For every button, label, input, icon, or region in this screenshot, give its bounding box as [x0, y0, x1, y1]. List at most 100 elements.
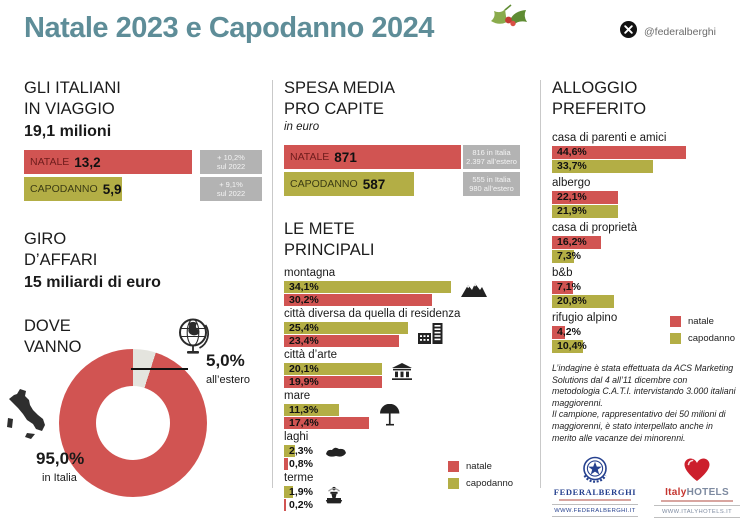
- section-heading-spending: SPESA MEDIA PRO CAPITE: [284, 79, 395, 118]
- natale-bar: [552, 191, 619, 204]
- category-label: rifugio alpino: [552, 312, 618, 324]
- chart-group: b&b 7,1% 20,8%: [552, 267, 740, 308]
- chart-legend: natale capodanno: [448, 461, 513, 495]
- capodanno-bar: [284, 363, 383, 375]
- where-they-go-section: DOVE VANNO 5,0% all’estero 95,0% in Ital…: [7, 316, 284, 516]
- natale-bar: [284, 376, 382, 388]
- natale-bar-row: 44,6%: [552, 146, 740, 159]
- capodanno-bar-row: 11,3%: [284, 404, 520, 416]
- capodanno-swatch: [670, 333, 681, 344]
- category-label: città diversa da quella di residenza: [284, 308, 461, 320]
- survey-note: L’indagine è stata effettuata da ACS Mar…: [552, 363, 736, 443]
- travelers-natale-row: NATALE 13,2 + 10,2% sul 2022: [24, 150, 262, 174]
- museum-icon: [392, 363, 413, 385]
- spending-natale-row: NATALE 871 816 in Italia 2.397 all’ester…: [284, 145, 520, 169]
- capodanno-bar-row: 10,4%: [552, 340, 740, 353]
- chart-group: mare 11,3% 17,4%: [284, 390, 520, 429]
- value-label: 21,9%: [557, 205, 587, 217]
- legend-natale: natale: [448, 461, 513, 472]
- destinations-grouped-bar-chart: montagna 34,1% 30,2% città diversa da quell…: [284, 267, 520, 511]
- value-label: 0,8%: [289, 458, 313, 470]
- capodanno-bar: [552, 340, 584, 353]
- capodanno-bar: [552, 250, 574, 263]
- legend-natale: natale: [670, 316, 735, 327]
- value-label: 23,4%: [289, 335, 319, 347]
- natale-bar-row: 16,2%: [552, 236, 740, 249]
- chart-group: laghi 2,3% 0,8%: [284, 431, 520, 470]
- abroad-callout-line: [131, 368, 188, 370]
- chart-group: città d’arte 20,1% 19,9%: [284, 349, 520, 388]
- chart-group: rifugio alpino 4,2% 10,4%: [552, 312, 740, 353]
- capodanno-bar-row: 7,3%: [552, 250, 740, 263]
- value-label: 33,7%: [557, 160, 587, 172]
- section-heading-destinations: LE METE PRINCIPALI: [284, 220, 375, 259]
- logos-row: FEDERALBERGHI WWW.FEDERALBERGHI.IT Italy…: [552, 455, 740, 519]
- legend-capodanno: capodanno: [670, 333, 735, 344]
- natale-bar-row: 4,2%: [552, 326, 740, 339]
- federalberghi-logo: FEDERALBERGHI WWW.FEDERALBERGHI.IT: [552, 455, 638, 518]
- chart-group: città diversa da quella di residenza 25,4…: [284, 308, 520, 347]
- capodanno-bar-row: 20,8%: [552, 295, 740, 308]
- natale-bar: [552, 326, 565, 339]
- natale-bar-row: 0,8%: [284, 458, 520, 470]
- section-heading-business: GIRO D’AFFARI: [24, 230, 98, 269]
- value-label: 20,1%: [289, 363, 319, 375]
- capodanno-bar: [284, 445, 296, 457]
- travelers-capodanno-row: CAPODANNO 5,9 + 9,1% sul 2022: [24, 177, 262, 201]
- chart-group: terme 1,9% 0,2%: [284, 472, 520, 511]
- value-label: 4,2%: [557, 326, 581, 338]
- value-label: 7,1%: [557, 281, 581, 293]
- section-heading-where: DOVE VANNO: [24, 317, 82, 356]
- natale-bar-row: 7,1%: [552, 281, 740, 294]
- chart-group: casa di parenti e amici 44,6% 33,7%: [552, 132, 740, 173]
- delta-badge: + 9,1% sul 2022: [200, 177, 262, 201]
- natale-bar-row: 23,4%: [284, 335, 520, 347]
- category-label: casa di proprietà: [552, 222, 638, 234]
- globe-icon: [174, 316, 213, 361]
- natale-swatch: [670, 316, 681, 327]
- natale-swatch: [448, 461, 459, 472]
- column-divider: [272, 80, 273, 488]
- chart-group: albergo 22,1% 21,9%: [552, 177, 740, 218]
- section-heading-lodging: ALLOGGIO PREFERITO: [552, 79, 647, 118]
- category-label: montagna: [284, 267, 336, 279]
- natale-bar-row: 0,2%: [284, 499, 520, 511]
- capodanno-bar: [284, 486, 294, 498]
- natale-bar: [284, 499, 286, 511]
- natale-bar: [552, 281, 574, 294]
- italy-percentage: 95,0%: [36, 449, 85, 468]
- capodanno-bar: [284, 281, 452, 293]
- natale-bar: NATALE 871: [284, 145, 461, 169]
- value-label: 44,6%: [557, 146, 587, 158]
- value-label: 17,4%: [289, 417, 319, 429]
- capodanno-bar-row: 2,3%: [284, 445, 520, 457]
- mountains-icon: [461, 281, 488, 302]
- value-label: 16,2%: [557, 236, 587, 248]
- natale-bar: [284, 417, 370, 429]
- abroad-label: all’estero: [206, 374, 251, 386]
- natale-bar: [284, 294, 432, 306]
- logo-tagline: [559, 499, 631, 502]
- capodanno-bar: [284, 322, 409, 334]
- natale-bar-row: 19,9%: [284, 376, 520, 388]
- travelers-total: 19,1 milioni: [24, 123, 112, 140]
- x-twitter-icon: [620, 21, 637, 43]
- capodanno-swatch: [448, 478, 459, 489]
- category-label: albergo: [552, 177, 591, 189]
- spending-note-badge: 555 in Italia 980 all’estero: [463, 172, 520, 196]
- category-label: terme: [284, 472, 314, 484]
- donut-hole: [96, 386, 170, 460]
- column-divider: [540, 80, 541, 488]
- legend-capodanno: capodanno: [448, 478, 513, 489]
- social-handle: @federalberghi: [620, 21, 716, 43]
- italyhotels-logo: ItalyHOTELS WWW.ITALYHOTELS.IT: [654, 455, 740, 519]
- page-title: Natale 2023 e Capodanno 2024: [24, 12, 434, 44]
- capodanno-bar-row: 1,9%: [284, 486, 520, 498]
- column-lodging: ALLOGGIO PREFERITO casa di parenti e ami…: [552, 78, 740, 519]
- chart-group: casa di proprietà 16,2% 7,3%: [552, 222, 740, 263]
- natale-bar: NATALE 13,2: [24, 150, 192, 174]
- italy-label: in Italia: [42, 472, 77, 484]
- social-handle-text: @federalberghi: [644, 26, 716, 38]
- natale-bar: [552, 236, 601, 249]
- business-total: 15 miliardi di euro: [24, 274, 161, 291]
